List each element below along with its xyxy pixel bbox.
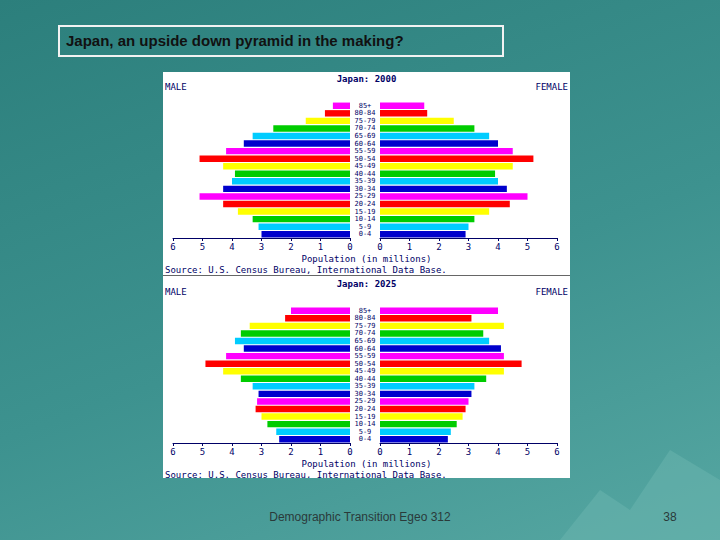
svg-text:FEMALE: FEMALE [535, 82, 568, 92]
svg-text:85+: 85+ [359, 307, 372, 315]
svg-text:6: 6 [554, 242, 559, 252]
svg-text:Population (in millions): Population (in millions) [301, 459, 431, 469]
svg-text:2: 2 [288, 242, 293, 252]
svg-text:5-9: 5-9 [359, 428, 372, 436]
svg-text:65-69: 65-69 [354, 132, 375, 140]
svg-text:20-24: 20-24 [354, 200, 375, 208]
svg-text:85+: 85+ [359, 102, 372, 110]
svg-text:Source: U.S. Census Bureau, In: Source: U.S. Census Bureau, Internationa… [165, 265, 447, 275]
svg-text:Japan: 2025: Japan: 2025 [337, 279, 397, 289]
svg-text:0: 0 [347, 242, 352, 252]
svg-text:5: 5 [200, 447, 205, 457]
html-text:Japan, an upside down pyramid: Japan, an upside down pyramid in the mak… [66, 32, 404, 49]
svg-text:4: 4 [495, 242, 500, 252]
svg-text:25-29: 25-29 [354, 397, 375, 405]
svg-text:45-49: 45-49 [354, 162, 375, 170]
html-text:38: 38 [663, 510, 677, 524]
svg-text:FEMALE: FEMALE [535, 287, 568, 297]
svg-text:Japan: 2000: Japan: 2000 [337, 74, 397, 84]
svg-text:0-4: 0-4 [359, 230, 372, 238]
svg-text:80-84: 80-84 [354, 109, 375, 117]
svg-text:50-54: 50-54 [354, 155, 375, 163]
svg-text:6: 6 [170, 242, 175, 252]
svg-text:45-49: 45-49 [354, 367, 375, 375]
svg-text:75-79: 75-79 [354, 117, 375, 125]
svg-text:2: 2 [436, 242, 441, 252]
svg-text:2: 2 [288, 447, 293, 457]
svg-text:55-59: 55-59 [354, 352, 375, 360]
svg-text:6: 6 [554, 447, 559, 457]
svg-text:20-24: 20-24 [354, 405, 375, 413]
svg-text:60-64: 60-64 [354, 140, 375, 148]
svg-text:5: 5 [525, 447, 530, 457]
svg-text:4: 4 [229, 242, 234, 252]
svg-text:15-19: 15-19 [354, 413, 375, 421]
svg-text:0: 0 [377, 447, 382, 457]
svg-text:15-19: 15-19 [354, 208, 375, 216]
svg-text:40-44: 40-44 [354, 375, 375, 383]
svg-text:65-69: 65-69 [354, 337, 375, 345]
svg-text:70-74: 70-74 [354, 329, 375, 337]
svg-text:35-39: 35-39 [354, 382, 375, 390]
svg-text:3: 3 [466, 242, 471, 252]
svg-text:0: 0 [377, 242, 382, 252]
svg-text:MALE: MALE [165, 82, 187, 92]
svg-text:Source: U.S. Census Bureau, In: Source: U.S. Census Bureau, Internationa… [165, 470, 447, 479]
svg-text:4: 4 [495, 447, 500, 457]
svg-text:3: 3 [259, 242, 264, 252]
html-text:Demographic Transition Egeo 31: Demographic Transition Egeo 312 [269, 510, 451, 524]
svg-text:3: 3 [466, 447, 471, 457]
svg-text:55-59: 55-59 [354, 147, 375, 155]
svg-text:40-44: 40-44 [354, 170, 375, 178]
svg-text:0-4: 0-4 [359, 435, 372, 443]
svg-text:MALE: MALE [165, 287, 187, 297]
svg-text:6: 6 [170, 447, 175, 457]
svg-text:50-54: 50-54 [354, 360, 375, 368]
svg-text:75-79: 75-79 [354, 322, 375, 330]
svg-text:35-39: 35-39 [354, 177, 375, 185]
svg-text:0: 0 [347, 447, 352, 457]
svg-text:5: 5 [525, 242, 530, 252]
svg-text:1: 1 [407, 447, 412, 457]
svg-text:10-14: 10-14 [354, 420, 375, 428]
svg-text:70-74: 70-74 [354, 124, 375, 132]
svg-text:25-29: 25-29 [354, 192, 375, 200]
svg-text:5-9: 5-9 [359, 223, 372, 231]
svg-text:30-34: 30-34 [354, 390, 375, 398]
svg-text:60-64: 60-64 [354, 345, 375, 353]
svg-text:4: 4 [229, 447, 234, 457]
svg-text:Population (in millions): Population (in millions) [301, 254, 431, 264]
svg-text:2: 2 [436, 447, 441, 457]
svg-text:10-14: 10-14 [354, 215, 375, 223]
svg-text:80-84: 80-84 [354, 314, 375, 322]
svg-text:5: 5 [200, 242, 205, 252]
svg-text:1: 1 [318, 242, 323, 252]
svg-text:3: 3 [259, 447, 264, 457]
svg-text:1: 1 [407, 242, 412, 252]
svg-text:1: 1 [318, 447, 323, 457]
svg-text:30-34: 30-34 [354, 185, 375, 193]
